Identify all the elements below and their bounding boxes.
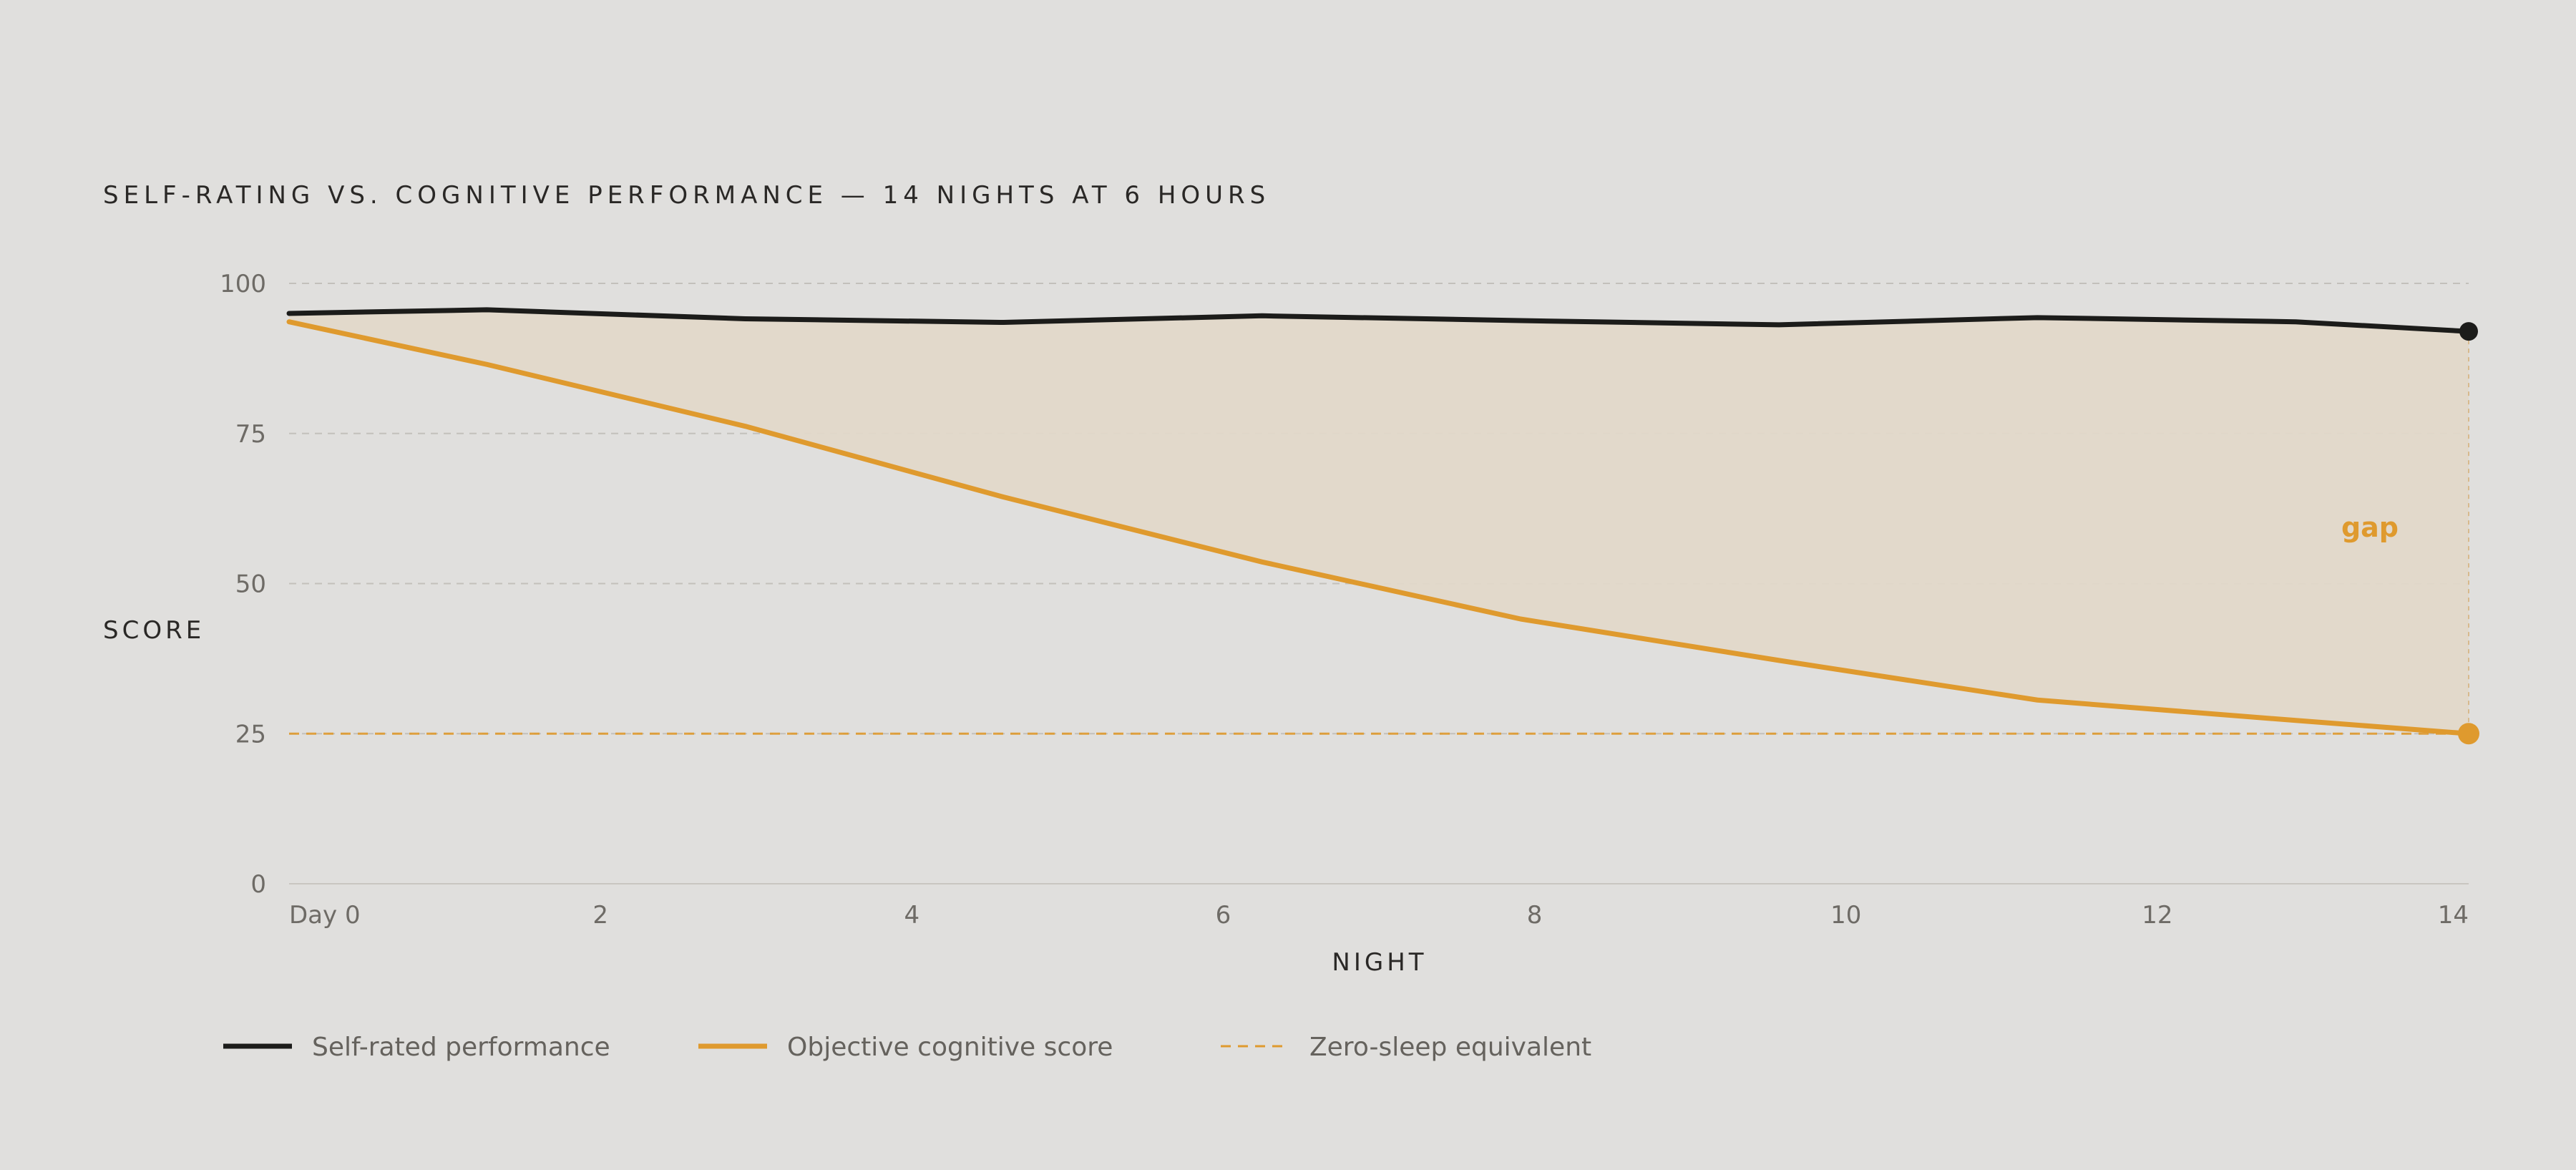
self-rated-line xyxy=(286,307,2472,334)
y-tick-label: 100 xyxy=(220,270,266,298)
x-tick-label: 10 xyxy=(1830,901,1861,930)
objective-score-line xyxy=(286,319,2472,736)
gap-annotation: gap xyxy=(2341,512,2399,543)
legend-label: Self-rated performance xyxy=(312,1033,610,1062)
legend-label: Objective cognitive score xyxy=(787,1033,1113,1062)
y-tick-label: 75 xyxy=(235,420,266,449)
y-axis-label: SCORE xyxy=(103,616,205,645)
x-tick-label: 2 xyxy=(592,901,608,930)
x-tick-label: 4 xyxy=(904,901,919,930)
y-tick-label: 0 xyxy=(250,870,266,899)
y-tick-label: 50 xyxy=(235,570,266,599)
y-tick-label: 25 xyxy=(235,720,266,749)
self-rated-endpoint xyxy=(2459,322,2478,341)
legend: Self-rated performance Objective cognitiv… xyxy=(223,1033,1591,1062)
x-tick-label: 14 xyxy=(2438,901,2469,930)
gap-area xyxy=(289,309,2469,734)
plot-area: 0 25 50 75 100 Day 0 2 4 6 8 10 12 14 gap xyxy=(220,270,2479,930)
x-tick-label: 6 xyxy=(1216,901,1231,930)
objective-score-endpoint xyxy=(2458,723,2479,745)
chart-title: SELF-RATING VS. COGNITIVE PERFORMANCE — … xyxy=(103,181,1270,210)
x-tick-label: Day 0 xyxy=(289,901,361,930)
legend-label: Zero-sleep equivalent xyxy=(1309,1033,1591,1062)
x-axis-label: NIGHT xyxy=(1332,948,1427,977)
x-tick-label: 12 xyxy=(2142,901,2172,930)
x-tick-label: 8 xyxy=(1527,901,1543,930)
